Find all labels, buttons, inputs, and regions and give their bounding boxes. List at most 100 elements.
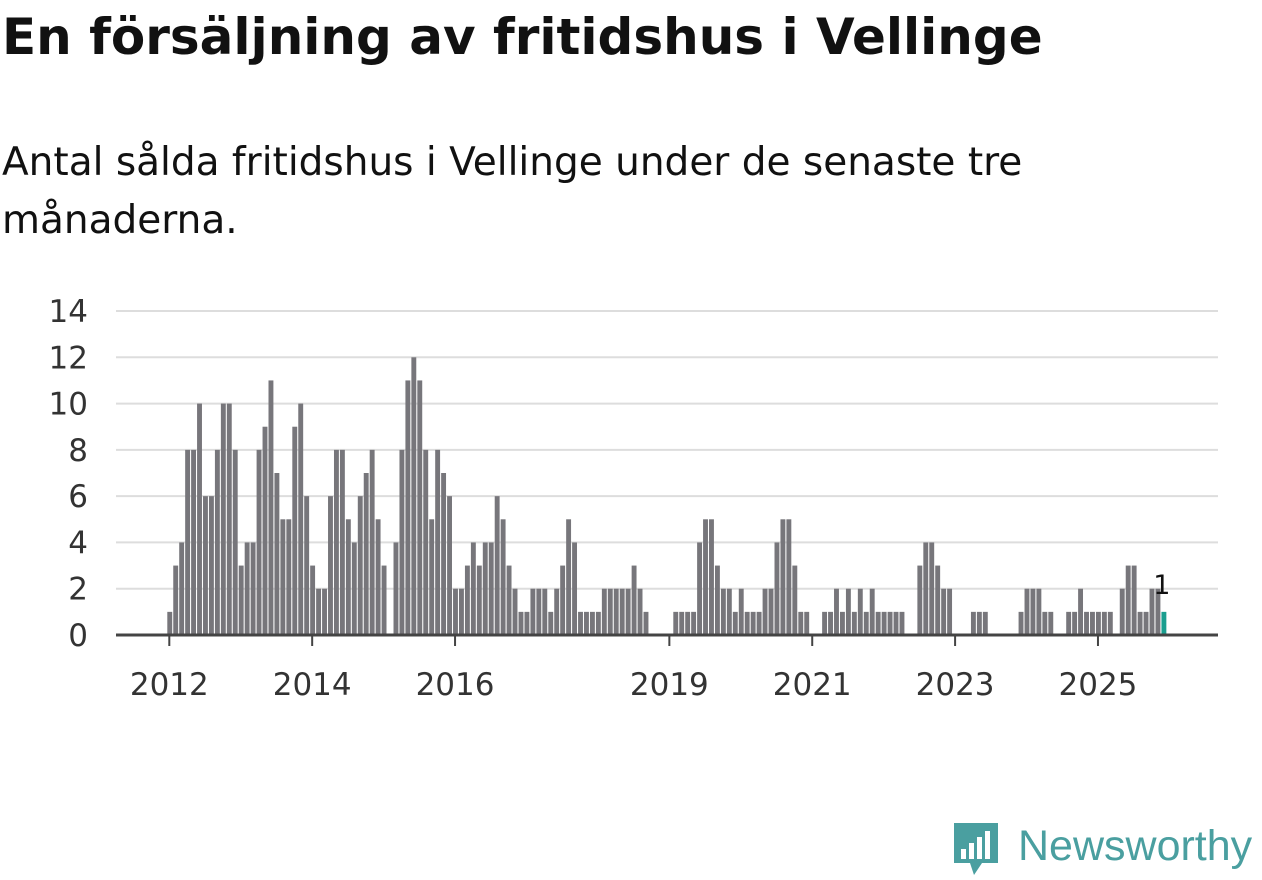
- brand-logo[interactable]: Newsworthy: [950, 818, 1252, 880]
- bar: [238, 565, 244, 635]
- bar: [834, 588, 839, 635]
- bar: [1078, 588, 1084, 635]
- bar: [345, 519, 351, 635]
- bar: [851, 611, 857, 635]
- newsworthy-logo-icon: [954, 823, 998, 875]
- bar: [339, 449, 345, 635]
- bar: [399, 449, 405, 635]
- bar: [703, 519, 708, 635]
- bar: [476, 565, 482, 635]
- bar: [208, 496, 214, 635]
- bar: [887, 611, 893, 635]
- bar: [625, 588, 631, 635]
- x-tick-label: 2025: [1059, 667, 1138, 703]
- bar: [548, 611, 554, 635]
- bar: [982, 611, 988, 635]
- y-tick-label: 4: [68, 525, 88, 561]
- bar: [804, 611, 810, 635]
- bar: [316, 588, 322, 635]
- bar: [1131, 565, 1137, 635]
- bar: [935, 565, 941, 635]
- bar: [1072, 611, 1078, 635]
- bar: [232, 449, 238, 635]
- bar: [643, 611, 649, 635]
- bar: [1042, 611, 1048, 635]
- bar: [220, 403, 226, 635]
- bar: [762, 588, 768, 635]
- bar: [685, 611, 691, 635]
- x-tick-label: 2021: [773, 667, 852, 703]
- bar: [464, 565, 470, 635]
- bar: [917, 565, 923, 635]
- bar: [607, 588, 613, 635]
- bar: [923, 542, 929, 635]
- bar: [1036, 588, 1042, 635]
- bar: [572, 542, 578, 635]
- bar: [268, 380, 274, 635]
- bar: [970, 611, 976, 635]
- bar: [976, 611, 982, 635]
- bar: [203, 496, 208, 635]
- bar: [1125, 565, 1131, 635]
- bar: [1095, 611, 1101, 635]
- bar: [333, 449, 339, 635]
- bar: [732, 611, 738, 635]
- bar: [214, 449, 220, 635]
- bar: [619, 588, 625, 635]
- bar: [893, 611, 899, 635]
- bar: [393, 542, 399, 635]
- bar: [726, 588, 732, 635]
- bar: [488, 542, 494, 635]
- y-tick-label: 2: [68, 572, 88, 608]
- bar: [429, 519, 435, 635]
- bar: [351, 542, 357, 635]
- bar: [411, 357, 417, 635]
- bar: [750, 611, 756, 635]
- bar: [423, 449, 429, 635]
- bar: [1066, 611, 1072, 635]
- x-tick-label: 2023: [916, 667, 995, 703]
- bar: [756, 611, 762, 635]
- chart-subtitle: Antal sålda fritidshus i Vellinge under …: [2, 140, 1023, 243]
- bar: [1030, 588, 1036, 635]
- bar: [792, 565, 798, 635]
- bar: [536, 588, 542, 635]
- bar: [470, 542, 476, 635]
- bar: [1155, 588, 1161, 635]
- bar: [595, 611, 601, 635]
- bar: [381, 565, 387, 635]
- bar: [405, 380, 411, 635]
- bar: [697, 542, 703, 635]
- bar: [691, 611, 697, 635]
- bar: [875, 611, 881, 635]
- bar: [786, 519, 792, 635]
- bar: [560, 565, 566, 635]
- bar: [1018, 611, 1024, 635]
- bar: [542, 588, 548, 635]
- x-tick-label: 2016: [416, 667, 495, 703]
- bar: [578, 611, 583, 635]
- bar: [441, 473, 447, 635]
- bar: [863, 611, 869, 635]
- bar: [274, 473, 280, 635]
- bar: [447, 496, 452, 635]
- bar: [1084, 611, 1089, 635]
- bar: [947, 588, 953, 635]
- bar: [256, 449, 262, 635]
- bar: [881, 611, 887, 635]
- bar: [167, 611, 173, 635]
- bar: [435, 449, 441, 635]
- bar: [286, 519, 292, 635]
- bar: [280, 519, 286, 635]
- bar: [1024, 588, 1030, 635]
- bar: [637, 588, 643, 635]
- y-tick-label: 8: [68, 433, 88, 469]
- bar: [631, 565, 637, 635]
- bar: [1149, 588, 1155, 635]
- bar: [768, 588, 774, 635]
- bar: [857, 588, 863, 635]
- bar: [173, 565, 179, 635]
- bar: [518, 611, 524, 635]
- bar: [506, 565, 512, 635]
- x-tick-label: 2014: [273, 667, 352, 703]
